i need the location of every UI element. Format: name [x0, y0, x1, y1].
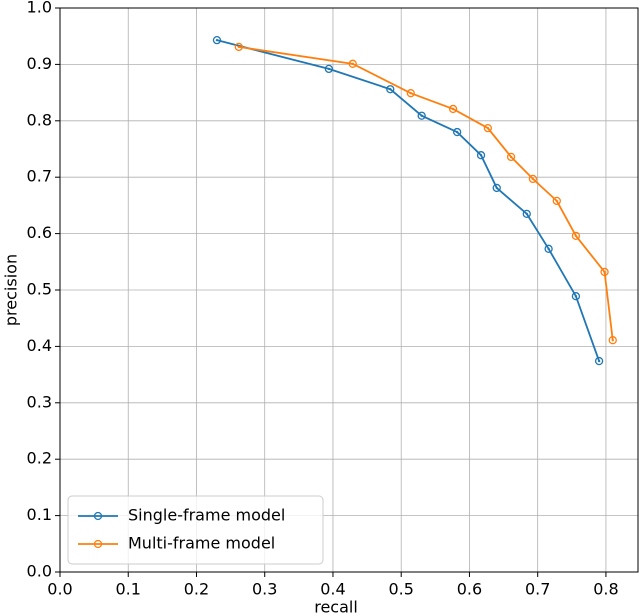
- legend-label: Single-frame model: [128, 506, 285, 525]
- y-tick-label: 0.1: [27, 505, 52, 524]
- marker-ring: [492, 183, 501, 193]
- marker-dot: [531, 177, 535, 181]
- marker-dot: [479, 154, 483, 157]
- marker: [453, 127, 462, 137]
- marker: [386, 85, 395, 94]
- marker-ring: [386, 85, 395, 94]
- marker: [406, 89, 415, 98]
- marker: [506, 152, 516, 162]
- marker-ring: [594, 356, 604, 366]
- marker-ring: [608, 336, 617, 345]
- y-tick-label: 0.4: [27, 336, 52, 355]
- marker: [483, 123, 493, 133]
- marker-ring: [476, 151, 486, 160]
- marker-dot: [509, 155, 513, 159]
- marker-ring: [448, 104, 458, 114]
- marker-dot: [574, 295, 578, 298]
- marker-ring: [506, 152, 516, 162]
- marker-ring: [234, 42, 243, 52]
- y-tick-label: 0.9: [27, 54, 52, 73]
- marker-ring: [93, 511, 103, 521]
- marker: [594, 356, 604, 366]
- marker-dot: [389, 88, 392, 91]
- y-axis-label: precision: [2, 254, 21, 326]
- series-line: [216, 39, 600, 362]
- marker-ring: [552, 196, 561, 206]
- legend-marker: [93, 539, 103, 549]
- legend-label: Multi-frame model: [128, 534, 275, 553]
- marker: [324, 64, 334, 74]
- marker-dot: [215, 38, 219, 42]
- marker: [571, 231, 581, 241]
- y-tick-label: 0.5: [27, 280, 52, 299]
- marker-dot: [495, 186, 498, 190]
- marker-ring: [348, 59, 357, 68]
- marker-dot: [486, 126, 490, 130]
- marker: [552, 196, 561, 206]
- marker-ring: [406, 89, 415, 98]
- marker-dot: [409, 91, 412, 95]
- x-tick-label: 0.4: [320, 580, 345, 599]
- marker-ring: [324, 64, 334, 74]
- series-line: [238, 46, 614, 341]
- marker: [528, 174, 538, 184]
- x-tick-label: 0.0: [47, 580, 72, 599]
- marker-ring: [544, 244, 553, 253]
- x-tick-label: 0.8: [593, 580, 618, 599]
- x-tick-label: 0.6: [457, 580, 482, 599]
- marker-ring: [212, 35, 222, 45]
- marker: [600, 267, 609, 277]
- marker-ring: [528, 174, 538, 184]
- x-axis-label: recall: [314, 598, 358, 616]
- x-tick-label: 0.2: [184, 580, 209, 599]
- x-tick-label: 0.7: [525, 580, 550, 599]
- marker-ring: [93, 539, 103, 549]
- marker-ring: [483, 123, 493, 133]
- marker-dot: [597, 359, 601, 363]
- x-tick-label: 0.1: [116, 580, 141, 599]
- x-tick-label: 0.5: [388, 580, 413, 599]
- y-tick-label: 0.8: [27, 110, 52, 129]
- y-tick-label: 1.0: [27, 0, 52, 17]
- marker-ring: [453, 127, 462, 137]
- legend-marker: [93, 511, 103, 521]
- marker-dot: [574, 234, 578, 238]
- y-tick-label: 0.0: [27, 562, 52, 581]
- x-tick-label: 0.3: [252, 580, 277, 599]
- y-tick-label: 0.7: [27, 167, 52, 186]
- marker: [571, 292, 581, 301]
- marker: [608, 336, 617, 345]
- marker-dot: [455, 130, 459, 134]
- marker-ring: [571, 292, 581, 301]
- marker-ring: [522, 209, 531, 219]
- marker-dot: [555, 199, 558, 203]
- marker-dot: [451, 107, 455, 111]
- marker: [448, 104, 458, 114]
- marker-dot: [327, 67, 331, 71]
- plot-frame: [59, 7, 639, 573]
- marker-dot: [611, 338, 614, 342]
- marker: [348, 59, 357, 68]
- marker: [234, 42, 243, 52]
- marker: [544, 244, 553, 253]
- marker-dot: [420, 114, 423, 117]
- marker-ring: [600, 267, 609, 277]
- marker: [417, 111, 426, 120]
- marker: [522, 209, 531, 219]
- marker-dot: [237, 45, 240, 49]
- y-tick-label: 0.6: [27, 223, 52, 242]
- marker-ring: [417, 111, 426, 120]
- y-tick-label: 0.3: [27, 392, 52, 411]
- marker: [476, 151, 486, 160]
- marker: [492, 183, 501, 193]
- y-tick-label: 0.2: [27, 449, 52, 468]
- marker-dot: [351, 62, 354, 66]
- legend-box: [67, 495, 324, 565]
- marker-dot: [525, 212, 528, 216]
- marker-dot: [547, 247, 550, 251]
- marker-ring: [571, 231, 581, 241]
- marker: [212, 35, 222, 45]
- marker-dot: [603, 270, 606, 274]
